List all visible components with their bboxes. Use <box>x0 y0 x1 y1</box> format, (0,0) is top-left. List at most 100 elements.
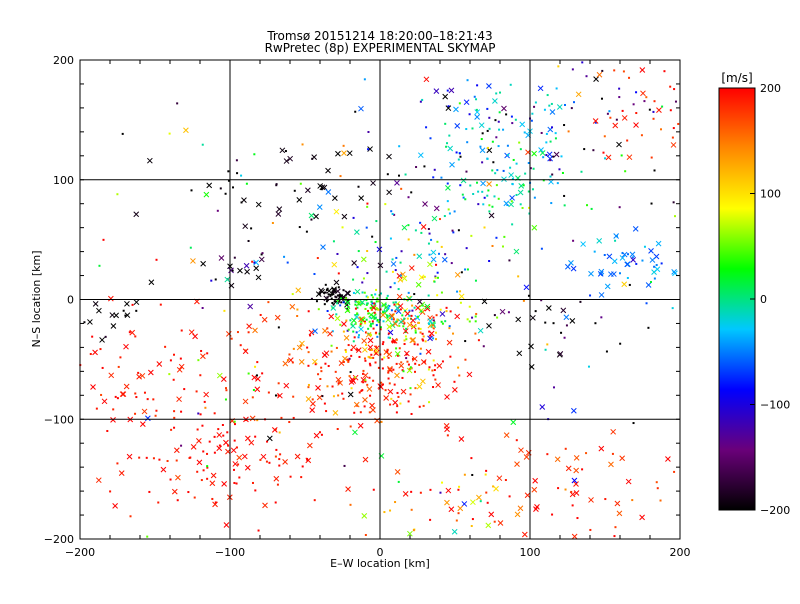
scatter-point-dot <box>626 139 629 142</box>
scatter-point-cross <box>670 142 677 148</box>
scatter-point-cross <box>321 184 328 191</box>
scatter-point-dot <box>370 308 373 311</box>
scatter-point-dot <box>384 389 387 392</box>
scatter-point-dot <box>387 377 390 380</box>
scatter-point-dot <box>542 156 545 159</box>
scatter-point-dot <box>609 116 612 119</box>
scatter-point-dot <box>369 356 372 359</box>
scatter-point-dot <box>549 159 552 162</box>
scatter-point-dot <box>457 158 460 161</box>
scatter-point-dot <box>383 310 386 313</box>
scatter-point-dot <box>407 224 410 227</box>
scatter-point-dot <box>466 141 469 144</box>
scatter-point-dot <box>334 295 337 298</box>
scatter-point-dot <box>366 202 369 205</box>
scatter-point-dot <box>640 134 643 137</box>
scatter-point-dot <box>347 328 350 331</box>
scatter-point-dot <box>95 407 98 410</box>
scatter-point-cross <box>596 71 603 78</box>
scatter-point-dot <box>372 327 375 330</box>
scatter-point-cross <box>277 392 283 399</box>
scatter-point-dot <box>247 372 250 375</box>
scatter-point-dot <box>336 302 339 305</box>
scatter-point-dot <box>601 69 604 72</box>
scatter-point-dot <box>486 501 489 504</box>
scatter-point-dot <box>256 361 259 364</box>
scatter-point-dot <box>374 241 377 244</box>
scatter-point-dot <box>589 294 592 297</box>
scatter-point-cross <box>196 438 202 444</box>
scatter-point-dot <box>477 339 480 342</box>
scatter-point-cross <box>255 376 261 382</box>
scatter-point-dot <box>385 297 388 300</box>
scatter-point-dot <box>195 390 198 393</box>
scatter-point-dot <box>579 300 582 303</box>
scatter-point-cross <box>452 386 458 393</box>
scatter-point-cross <box>296 196 303 203</box>
scatter-point-cross <box>554 456 561 463</box>
scatter-point-dot <box>374 316 377 319</box>
scatter-point-dot <box>372 488 375 491</box>
scatter-point-cross <box>671 269 677 275</box>
scatter-point-dot <box>211 497 214 500</box>
scatter-point-cross <box>354 288 361 295</box>
scatter-point-dot <box>524 172 527 175</box>
scatter-point-dot <box>431 369 434 372</box>
scatter-point-dot <box>510 115 513 118</box>
y-tick-label: 100 <box>53 174 74 187</box>
scatter-point-cross <box>616 141 622 148</box>
scatter-point-cross <box>400 388 407 395</box>
scatter-point-dot <box>410 191 413 194</box>
scatter-point-cross <box>387 367 393 373</box>
scatter-point-dot <box>441 322 444 325</box>
scatter-point-cross <box>355 347 362 354</box>
scatter-point-cross <box>598 268 605 275</box>
scatter-point-dot <box>650 156 653 159</box>
scatter-point-dot <box>464 340 467 343</box>
scatter-point-dot <box>364 359 367 362</box>
scatter-point-dot <box>397 395 400 398</box>
scatter-point-cross <box>175 474 181 481</box>
scatter-point-dot <box>190 189 193 192</box>
scatter-point-dot <box>99 348 102 351</box>
scatter-point-cross <box>295 287 302 294</box>
scatter-point-cross <box>517 189 524 196</box>
scatter-point-dot <box>247 331 250 334</box>
scatter-point-dot <box>563 194 566 197</box>
scatter-point-dot <box>635 91 638 94</box>
scatter-point-dot <box>474 320 477 323</box>
scatter-point-dot <box>519 148 522 151</box>
scatter-point-dot <box>621 109 624 112</box>
scatter-point-dot <box>406 360 409 363</box>
scatter-point-dot <box>349 425 352 428</box>
scatter-point-dot <box>361 281 364 284</box>
scatter-point-cross <box>341 321 347 327</box>
scatter-point-cross <box>316 204 323 210</box>
scatter-point-cross <box>334 315 341 322</box>
scatter-point-dot <box>408 309 411 312</box>
scatter-point-dot <box>329 294 332 297</box>
scatter-point-dot <box>257 529 260 532</box>
scatter-point-dot <box>395 338 398 341</box>
scatter-point-dot <box>375 324 378 327</box>
scatter-point-dot <box>466 79 469 82</box>
scatter-point-dot <box>510 200 513 203</box>
scatter-point-dot <box>669 85 672 88</box>
scatter-point-dot <box>403 339 406 342</box>
scatter-point-dot <box>444 320 447 323</box>
scatter-point-dot <box>221 424 224 427</box>
scatter-point-dot <box>277 326 280 329</box>
scatter-point-dot <box>352 291 355 294</box>
scatter-point-cross <box>588 270 594 277</box>
scatter-point-dot <box>491 205 494 208</box>
scatter-point-dot <box>360 302 363 305</box>
scatter-point-dot <box>498 111 501 114</box>
scatter-point-dot <box>244 349 247 352</box>
scatter-point-dot <box>369 323 372 326</box>
scatter-point-cross <box>611 271 617 277</box>
scatter-point-dot <box>403 322 406 325</box>
scatter-point-dot <box>417 327 420 330</box>
scatter-point-cross <box>573 455 580 461</box>
scatter-point-dot <box>173 416 176 419</box>
scatter-point-cross <box>519 121 526 128</box>
